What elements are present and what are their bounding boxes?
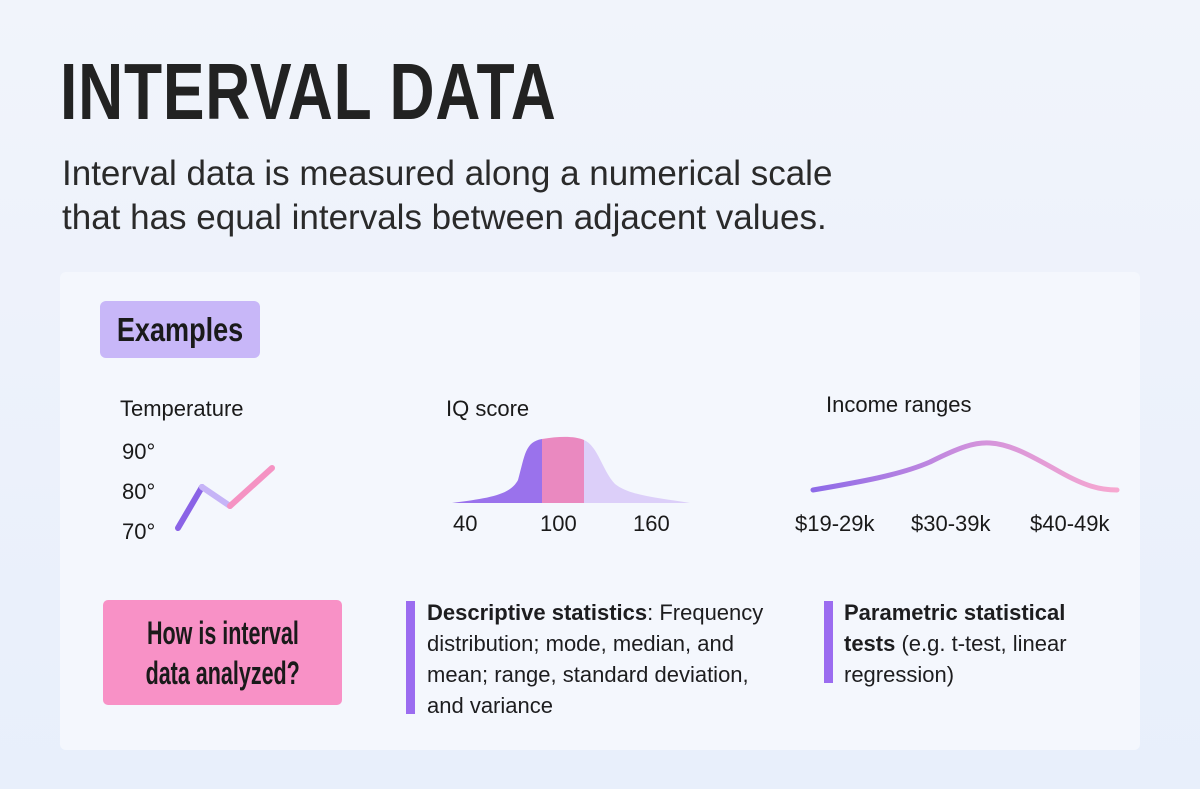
parametric-accent-bar (824, 601, 833, 683)
iq-label: IQ score (446, 396, 530, 421)
parametric-tests-text: Parametric statistical tests (e.g. t-tes… (844, 597, 1114, 690)
examples-badge: Examples (100, 301, 260, 358)
descriptive-body: : Frequency distribution; mode, median, … (427, 600, 764, 718)
income-tick: $30-39k (911, 511, 991, 536)
iq-mid-region (542, 436, 584, 503)
analysis-question-box: How is interval data analyzed? (103, 600, 342, 705)
income-curve (810, 440, 1120, 493)
question-line: data analyzed? (145, 654, 300, 691)
temperature-segment (199, 484, 233, 509)
descriptive-accent-bar (406, 601, 415, 714)
subtitle-line: that has equal intervals between adjacen… (62, 198, 827, 237)
subtitle: Interval data is measured along a numeri… (62, 152, 832, 240)
descriptive-statistics-text: Descriptive statistics: Frequency distri… (427, 597, 787, 721)
temperature-segment (175, 484, 205, 531)
iq-tick: 160 (633, 511, 670, 536)
iq-tick: 40 (453, 511, 478, 536)
temperature-tick: 90° (122, 439, 156, 464)
parametric-heading: Parametric statistical tests (844, 600, 1066, 656)
temperature-tick: 70° (122, 519, 156, 544)
subtitle-line: Interval data is measured along a numeri… (62, 154, 833, 193)
iq-tick: 100 (540, 511, 577, 536)
examples-label: Examples (116, 310, 244, 348)
page-title: INTERVAL DATA (60, 47, 557, 136)
question-line: How is interval (146, 614, 299, 651)
income-tick: $19-29k (795, 511, 875, 536)
income-tick: $40-49k (1030, 511, 1110, 536)
parametric-body: (e.g. t-test, linear regression) (844, 631, 1067, 687)
temperature-label: Temperature (120, 396, 244, 421)
income-label: Income ranges (826, 392, 972, 417)
temperature-segment (227, 465, 275, 509)
temperature-tick: 80° (122, 479, 156, 504)
descriptive-heading: Descriptive statistics (427, 600, 648, 625)
